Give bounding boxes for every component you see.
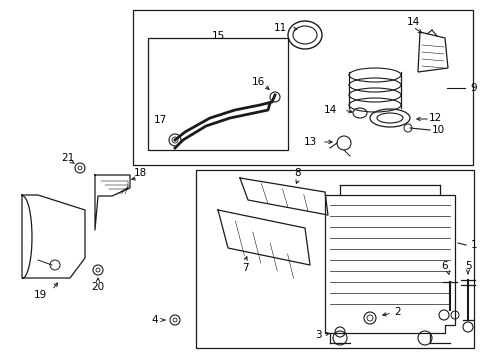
- Text: 7: 7: [242, 263, 248, 273]
- Text: 2: 2: [394, 307, 401, 317]
- Text: 21: 21: [61, 153, 74, 163]
- Text: 10: 10: [431, 125, 444, 135]
- Text: 1: 1: [471, 240, 477, 250]
- Text: 13: 13: [303, 137, 317, 147]
- Text: 4: 4: [152, 315, 158, 325]
- Text: 15: 15: [211, 31, 224, 41]
- Text: 19: 19: [33, 290, 47, 300]
- Text: 11: 11: [273, 23, 287, 33]
- Bar: [148, 38, 288, 150]
- Text: 17: 17: [153, 115, 167, 125]
- Text: 18: 18: [133, 168, 147, 178]
- Bar: [196, 170, 474, 348]
- Text: 3: 3: [315, 330, 321, 340]
- Text: 20: 20: [92, 282, 104, 292]
- Text: 6: 6: [441, 261, 448, 271]
- Text: 14: 14: [406, 17, 419, 27]
- Text: 14: 14: [323, 105, 337, 115]
- Bar: [133, 10, 473, 165]
- Text: 12: 12: [428, 113, 441, 123]
- Text: 8: 8: [294, 168, 301, 178]
- Text: 16: 16: [251, 77, 265, 87]
- Text: 9: 9: [471, 83, 477, 93]
- Text: 5: 5: [465, 261, 471, 271]
